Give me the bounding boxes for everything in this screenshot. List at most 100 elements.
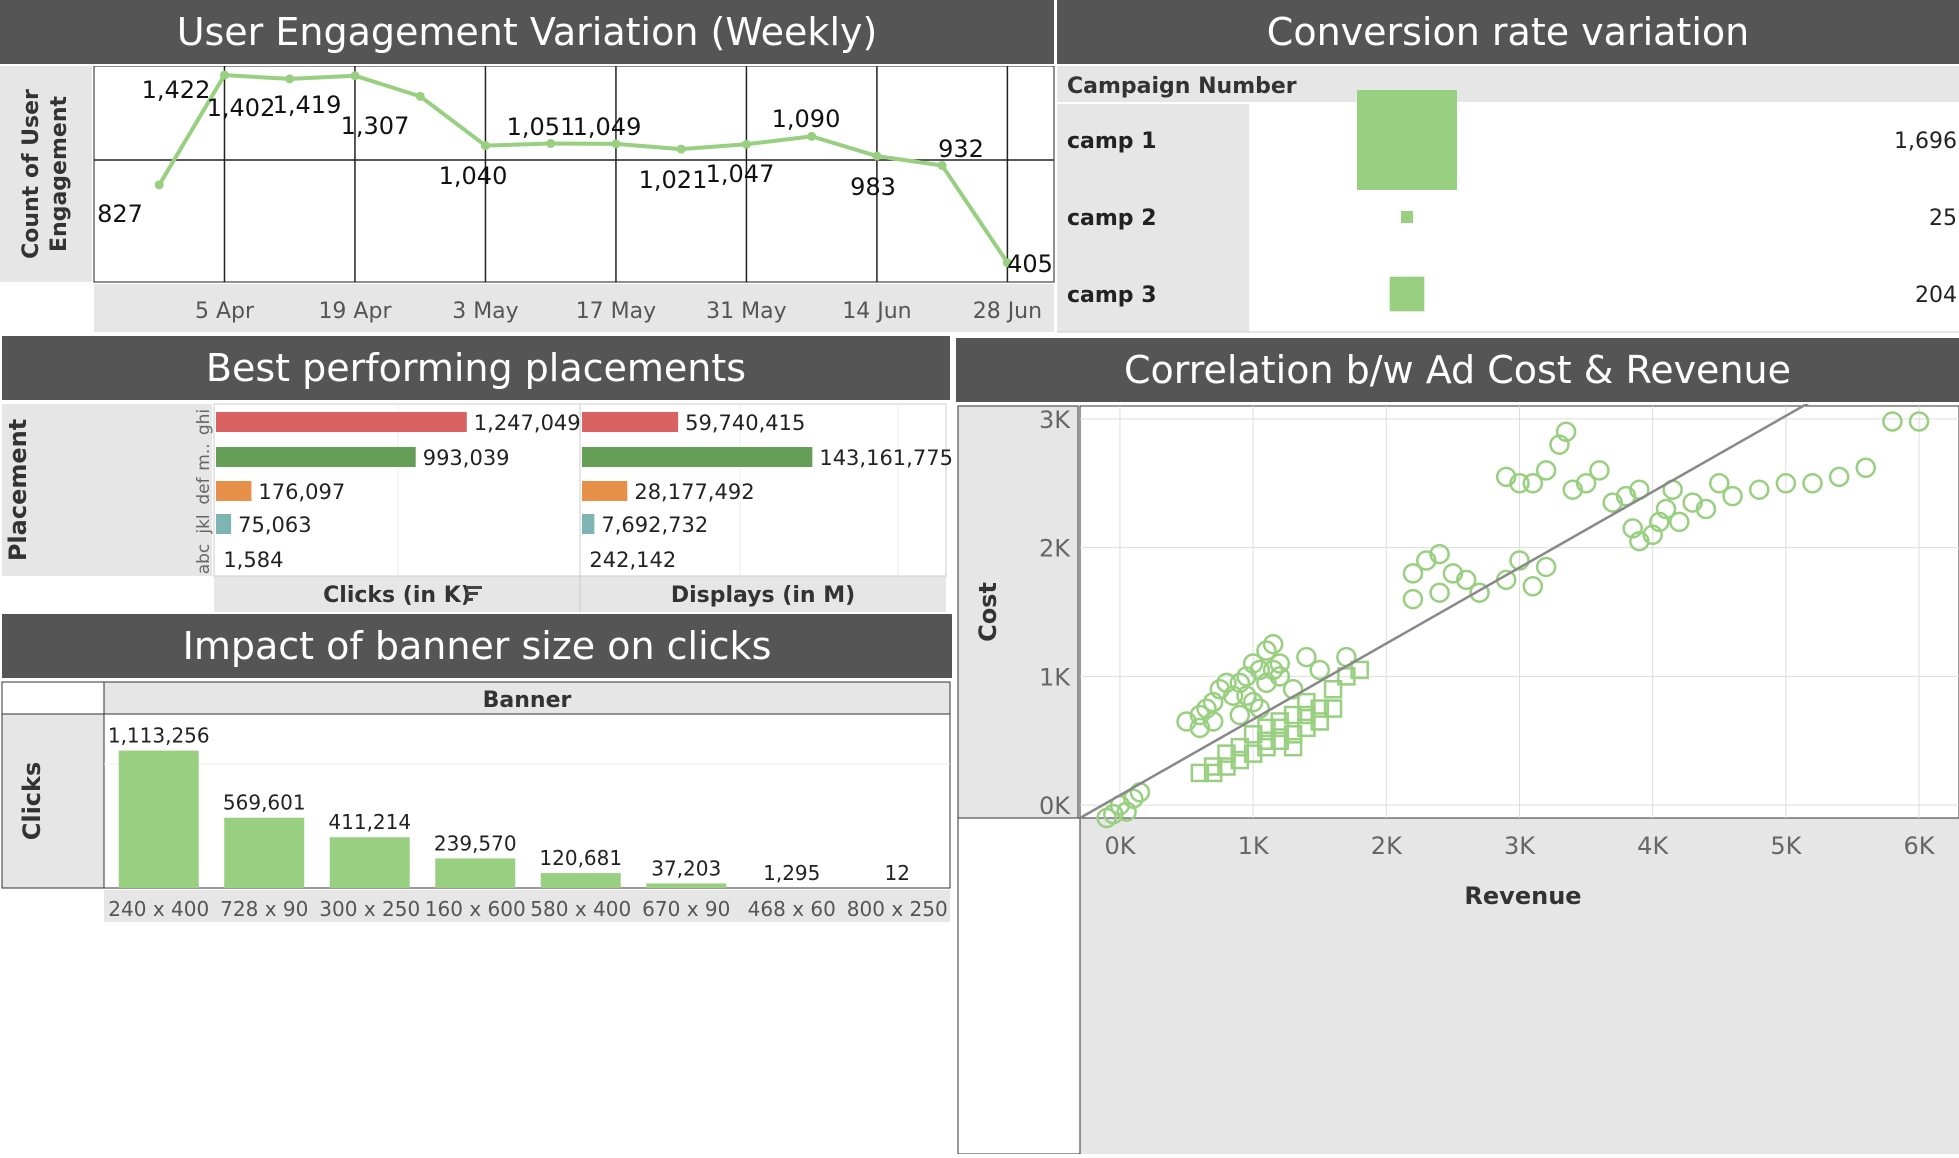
correlation-point-circle[interactable]: [1802, 473, 1823, 494]
correlation-point-square[interactable]: [1270, 731, 1290, 750]
correlation-point-circle[interactable]: [1562, 479, 1584, 500]
correlation-point-square[interactable]: [1283, 737, 1303, 757]
correlation-point-circle[interactable]: [1269, 653, 1291, 674]
placement-bar[interactable]: [216, 481, 252, 501]
correlation-point-circle[interactable]: [1256, 672, 1277, 694]
correlation-point-square[interactable]: [1323, 699, 1343, 718]
correlation-point-square[interactable]: [1283, 725, 1303, 744]
correlation-point-square[interactable]: [1243, 744, 1263, 763]
conversion-mark[interactable]: [1389, 276, 1425, 312]
correlation-point-circle[interactable]: [1575, 473, 1597, 494]
conversion-mark[interactable]: [1400, 210, 1414, 224]
correlation-point-circle[interactable]: [1256, 640, 1277, 661]
correlation-point-circle[interactable]: [1649, 511, 1670, 533]
placement-bar[interactable]: [582, 447, 813, 467]
correlation-point-circle[interactable]: [1709, 473, 1730, 494]
correlation-point-circle[interactable]: [1495, 466, 1517, 488]
correlation-point-circle[interactable]: [1309, 659, 1330, 681]
correlation-point-circle[interactable]: [1722, 485, 1743, 507]
correlation-point-square[interactable]: [1350, 660, 1369, 680]
correlation-point-circle[interactable]: [1602, 492, 1623, 513]
correlation-point-circle[interactable]: [1116, 801, 1137, 822]
correlation-point-circle[interactable]: [1775, 473, 1797, 494]
correlation-point-circle[interactable]: [1242, 653, 1264, 674]
correlation-point-square[interactable]: [1297, 718, 1316, 738]
correlation-point-circle[interactable]: [1429, 543, 1450, 565]
correlation-point-circle[interactable]: [1236, 666, 1257, 687]
correlation-point-circle[interactable]: [1469, 582, 1490, 603]
engagement-point[interactable]: [872, 151, 882, 161]
correlation-point-square[interactable]: [1230, 737, 1250, 757]
engagement-point[interactable]: [154, 180, 164, 190]
engagement-point[interactable]: [807, 131, 817, 141]
engagement-point[interactable]: [1002, 258, 1012, 268]
correlation-point-circle[interactable]: [1196, 698, 1217, 719]
correlation-point-circle[interactable]: [1176, 711, 1197, 732]
correlation-point-circle[interactable]: [1416, 550, 1437, 571]
correlation-point-circle[interactable]: [1828, 466, 1850, 488]
correlation-point-square[interactable]: [1243, 725, 1263, 744]
correlation-point-circle[interactable]: [1535, 460, 1557, 481]
correlation-point-circle[interactable]: [1262, 633, 1284, 655]
placement-bar[interactable]: [582, 412, 679, 432]
banner-bar[interactable]: [435, 858, 516, 888]
correlation-point-circle[interactable]: [1748, 479, 1770, 500]
correlation-point-circle[interactable]: [1209, 679, 1231, 700]
engagement-point[interactable]: [350, 71, 360, 81]
placement-bar[interactable]: [216, 447, 416, 467]
correlation-point-circle[interactable]: [1622, 518, 1643, 539]
correlation-point-square[interactable]: [1310, 712, 1329, 731]
correlation-point-circle[interactable]: [1249, 659, 1271, 681]
correlation-point-circle[interactable]: [1262, 659, 1284, 681]
correlation-point-circle[interactable]: [1655, 498, 1677, 520]
banner-bar[interactable]: [329, 837, 410, 888]
correlation-point-square[interactable]: [1310, 699, 1329, 718]
correlation-point-circle[interactable]: [1229, 672, 1251, 694]
correlation-point-circle[interactable]: [1509, 473, 1530, 494]
correlation-point-circle[interactable]: [1189, 717, 1211, 739]
banner-bar[interactable]: [118, 750, 199, 888]
correlation-point-circle[interactable]: [1202, 691, 1224, 713]
correlation-point-square[interactable]: [1217, 744, 1236, 763]
engagement-point[interactable]: [676, 144, 686, 154]
correlation-point-circle[interactable]: [1555, 421, 1577, 442]
correlation-point-square[interactable]: [1297, 692, 1316, 712]
correlation-point-square[interactable]: [1257, 731, 1276, 750]
correlation-point-circle[interactable]: [1669, 511, 1690, 533]
correlation-point-circle[interactable]: [1642, 524, 1663, 545]
engagement-point[interactable]: [219, 70, 229, 80]
correlation-point-circle[interactable]: [1202, 711, 1224, 732]
correlation-point-circle[interactable]: [1216, 672, 1237, 694]
correlation-point-circle[interactable]: [1509, 550, 1530, 571]
correlation-point-circle[interactable]: [1589, 460, 1610, 481]
engagement-point[interactable]: [611, 139, 621, 149]
correlation-point-circle[interactable]: [1123, 788, 1144, 809]
correlation-point-circle[interactable]: [1535, 556, 1557, 578]
correlation-point-circle[interactable]: [1402, 563, 1424, 584]
correlation-point-circle[interactable]: [1282, 679, 1304, 700]
correlation-point-square[interactable]: [1203, 757, 1223, 776]
correlation-point-circle[interactable]: [1296, 646, 1317, 668]
correlation-point-square[interactable]: [1217, 757, 1236, 776]
engagement-point[interactable]: [546, 139, 556, 149]
correlation-point-circle[interactable]: [1222, 685, 1244, 706]
correlation-point-circle[interactable]: [1908, 411, 1930, 432]
correlation-point-circle[interactable]: [1855, 457, 1877, 479]
correlation-point-circle[interactable]: [1429, 582, 1450, 603]
correlation-point-circle[interactable]: [1236, 685, 1257, 706]
placement-bar[interactable]: [216, 412, 467, 432]
engagement-point[interactable]: [415, 91, 425, 101]
correlation-point-circle[interactable]: [1882, 411, 1903, 432]
engagement-point[interactable]: [741, 139, 751, 149]
correlation-point-circle[interactable]: [1549, 434, 1570, 455]
placement-bar[interactable]: [582, 514, 595, 534]
sort-icon[interactable]: [466, 586, 482, 601]
correlation-point-square[interactable]: [1270, 718, 1290, 738]
correlation-point-circle[interactable]: [1455, 569, 1477, 591]
correlation-point-circle[interactable]: [1189, 704, 1211, 726]
conversion-mark[interactable]: [1357, 90, 1457, 190]
correlation-point-circle[interactable]: [1522, 576, 1544, 597]
placement-bar[interactable]: [216, 514, 232, 534]
correlation-point-circle[interactable]: [1402, 588, 1424, 610]
correlation-point-square[interactable]: [1297, 705, 1316, 725]
